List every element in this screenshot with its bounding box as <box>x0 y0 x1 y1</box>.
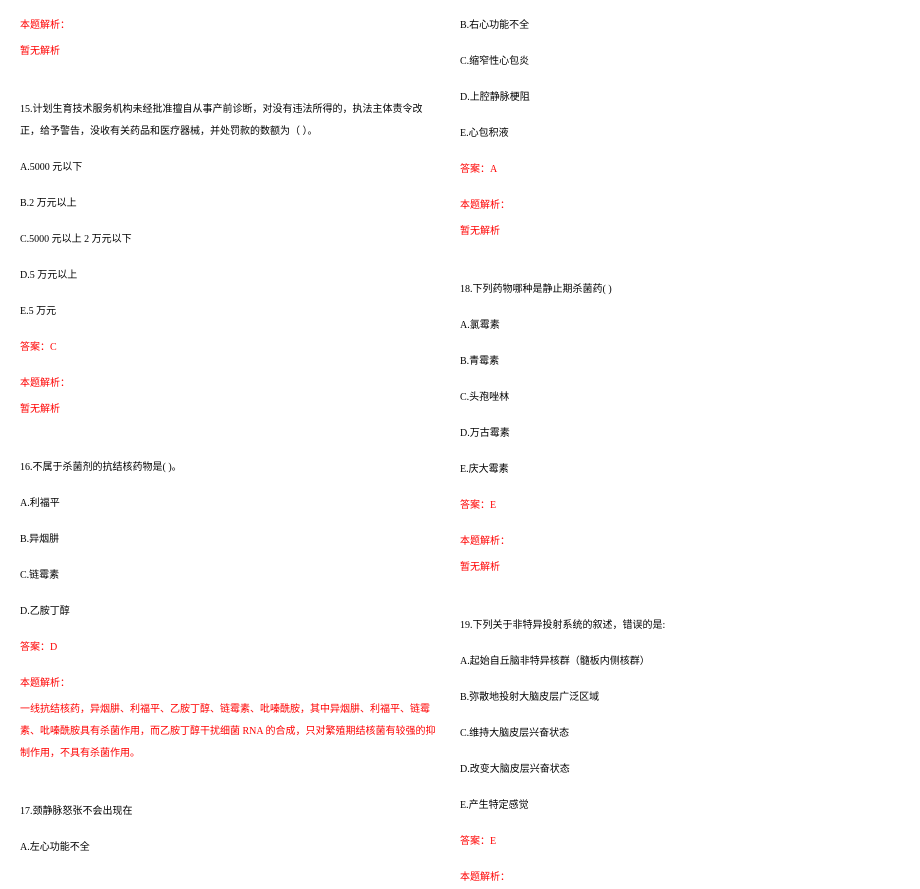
option-b: B.2 万元以上 <box>20 193 440 215</box>
analysis-body: 一线抗结核药，异烟肼、利福平、乙胺丁醇、链霉素、吡嗪酰胺，其中异烟肼、利福平、链… <box>20 699 440 765</box>
answer: 答案：A <box>460 159 880 181</box>
analysis-header: 本题解析： <box>460 531 880 553</box>
answer: 答案：C <box>20 337 440 359</box>
no-analysis: 暂无解析 <box>20 399 440 421</box>
option-b: B.弥散地投射大脑皮层广泛区域 <box>460 687 880 709</box>
option-c: C.缩窄性心包炎 <box>460 51 880 73</box>
option-c: C.维持大脑皮层兴奋状态 <box>460 723 880 745</box>
analysis-header: 本题解析： <box>20 373 440 395</box>
option-d: D.上腔静脉梗阻 <box>460 87 880 109</box>
option-e: E.5 万元 <box>20 301 440 323</box>
option-a: A.氯霉素 <box>460 315 880 337</box>
option-e: E.心包积液 <box>460 123 880 145</box>
answer: 答案：D <box>20 637 440 659</box>
question-stem: 16.不属于杀菌剂的抗结核药物是( )。 <box>20 457 440 479</box>
question-stem: 15.计划生育技术服务机构未经批准擅自从事产前诊断，对没有违法所得的，执法主体责… <box>20 99 440 143</box>
answer: 答案：E <box>460 831 880 853</box>
right-column: B.右心功能不全 C.缩窄性心包炎 D.上腔静脉梗阻 E.心包积液 答案：A 本… <box>460 15 900 636</box>
option-a: A.起始自丘脑非特异核群（髓板内侧核群） <box>460 651 880 673</box>
option-e: E.庆大霉素 <box>460 459 880 481</box>
analysis-header: 本题解析： <box>460 867 880 889</box>
option-c: C.链霉素 <box>20 565 440 587</box>
question-stem: 18.下列药物哪种是静止期杀菌药( ) <box>460 279 880 301</box>
option-d: D.改变大脑皮层兴奋状态 <box>460 759 880 781</box>
option-b: B.青霉素 <box>460 351 880 373</box>
no-analysis: 暂无解析 <box>460 557 880 579</box>
option-d: D.乙胺丁醇 <box>20 601 440 623</box>
option-a: A.利福平 <box>20 493 440 515</box>
option-a: A.左心功能不全 <box>20 837 440 859</box>
analysis-header: 本题解析： <box>460 195 880 217</box>
analysis-header: 本题解析： <box>20 673 440 695</box>
question-stem: 19.下列关于非特异投射系统的叙述，错误的是: <box>460 615 880 637</box>
option-c: C.5000 元以上 2 万元以下 <box>20 229 440 251</box>
no-analysis: 暂无解析 <box>460 221 880 243</box>
answer: 答案：E <box>460 495 880 517</box>
question-stem: 17.颈静脉怒张不会出现在 <box>20 801 440 823</box>
option-d: D.5 万元以上 <box>20 265 440 287</box>
no-analysis: 暂无解析 <box>20 41 440 63</box>
left-column: 本题解析： 暂无解析 15.计划生育技术服务机构未经批准擅自从事产前诊断，对没有… <box>20 15 460 636</box>
analysis-header: 本题解析： <box>20 15 440 37</box>
option-d: D.万古霉素 <box>460 423 880 445</box>
option-c: C.头孢唑林 <box>460 387 880 409</box>
option-b: B.异烟肼 <box>20 529 440 551</box>
option-a: A.5000 元以下 <box>20 157 440 179</box>
option-e: E.产生特定感觉 <box>460 795 880 817</box>
option-b: B.右心功能不全 <box>460 15 880 37</box>
